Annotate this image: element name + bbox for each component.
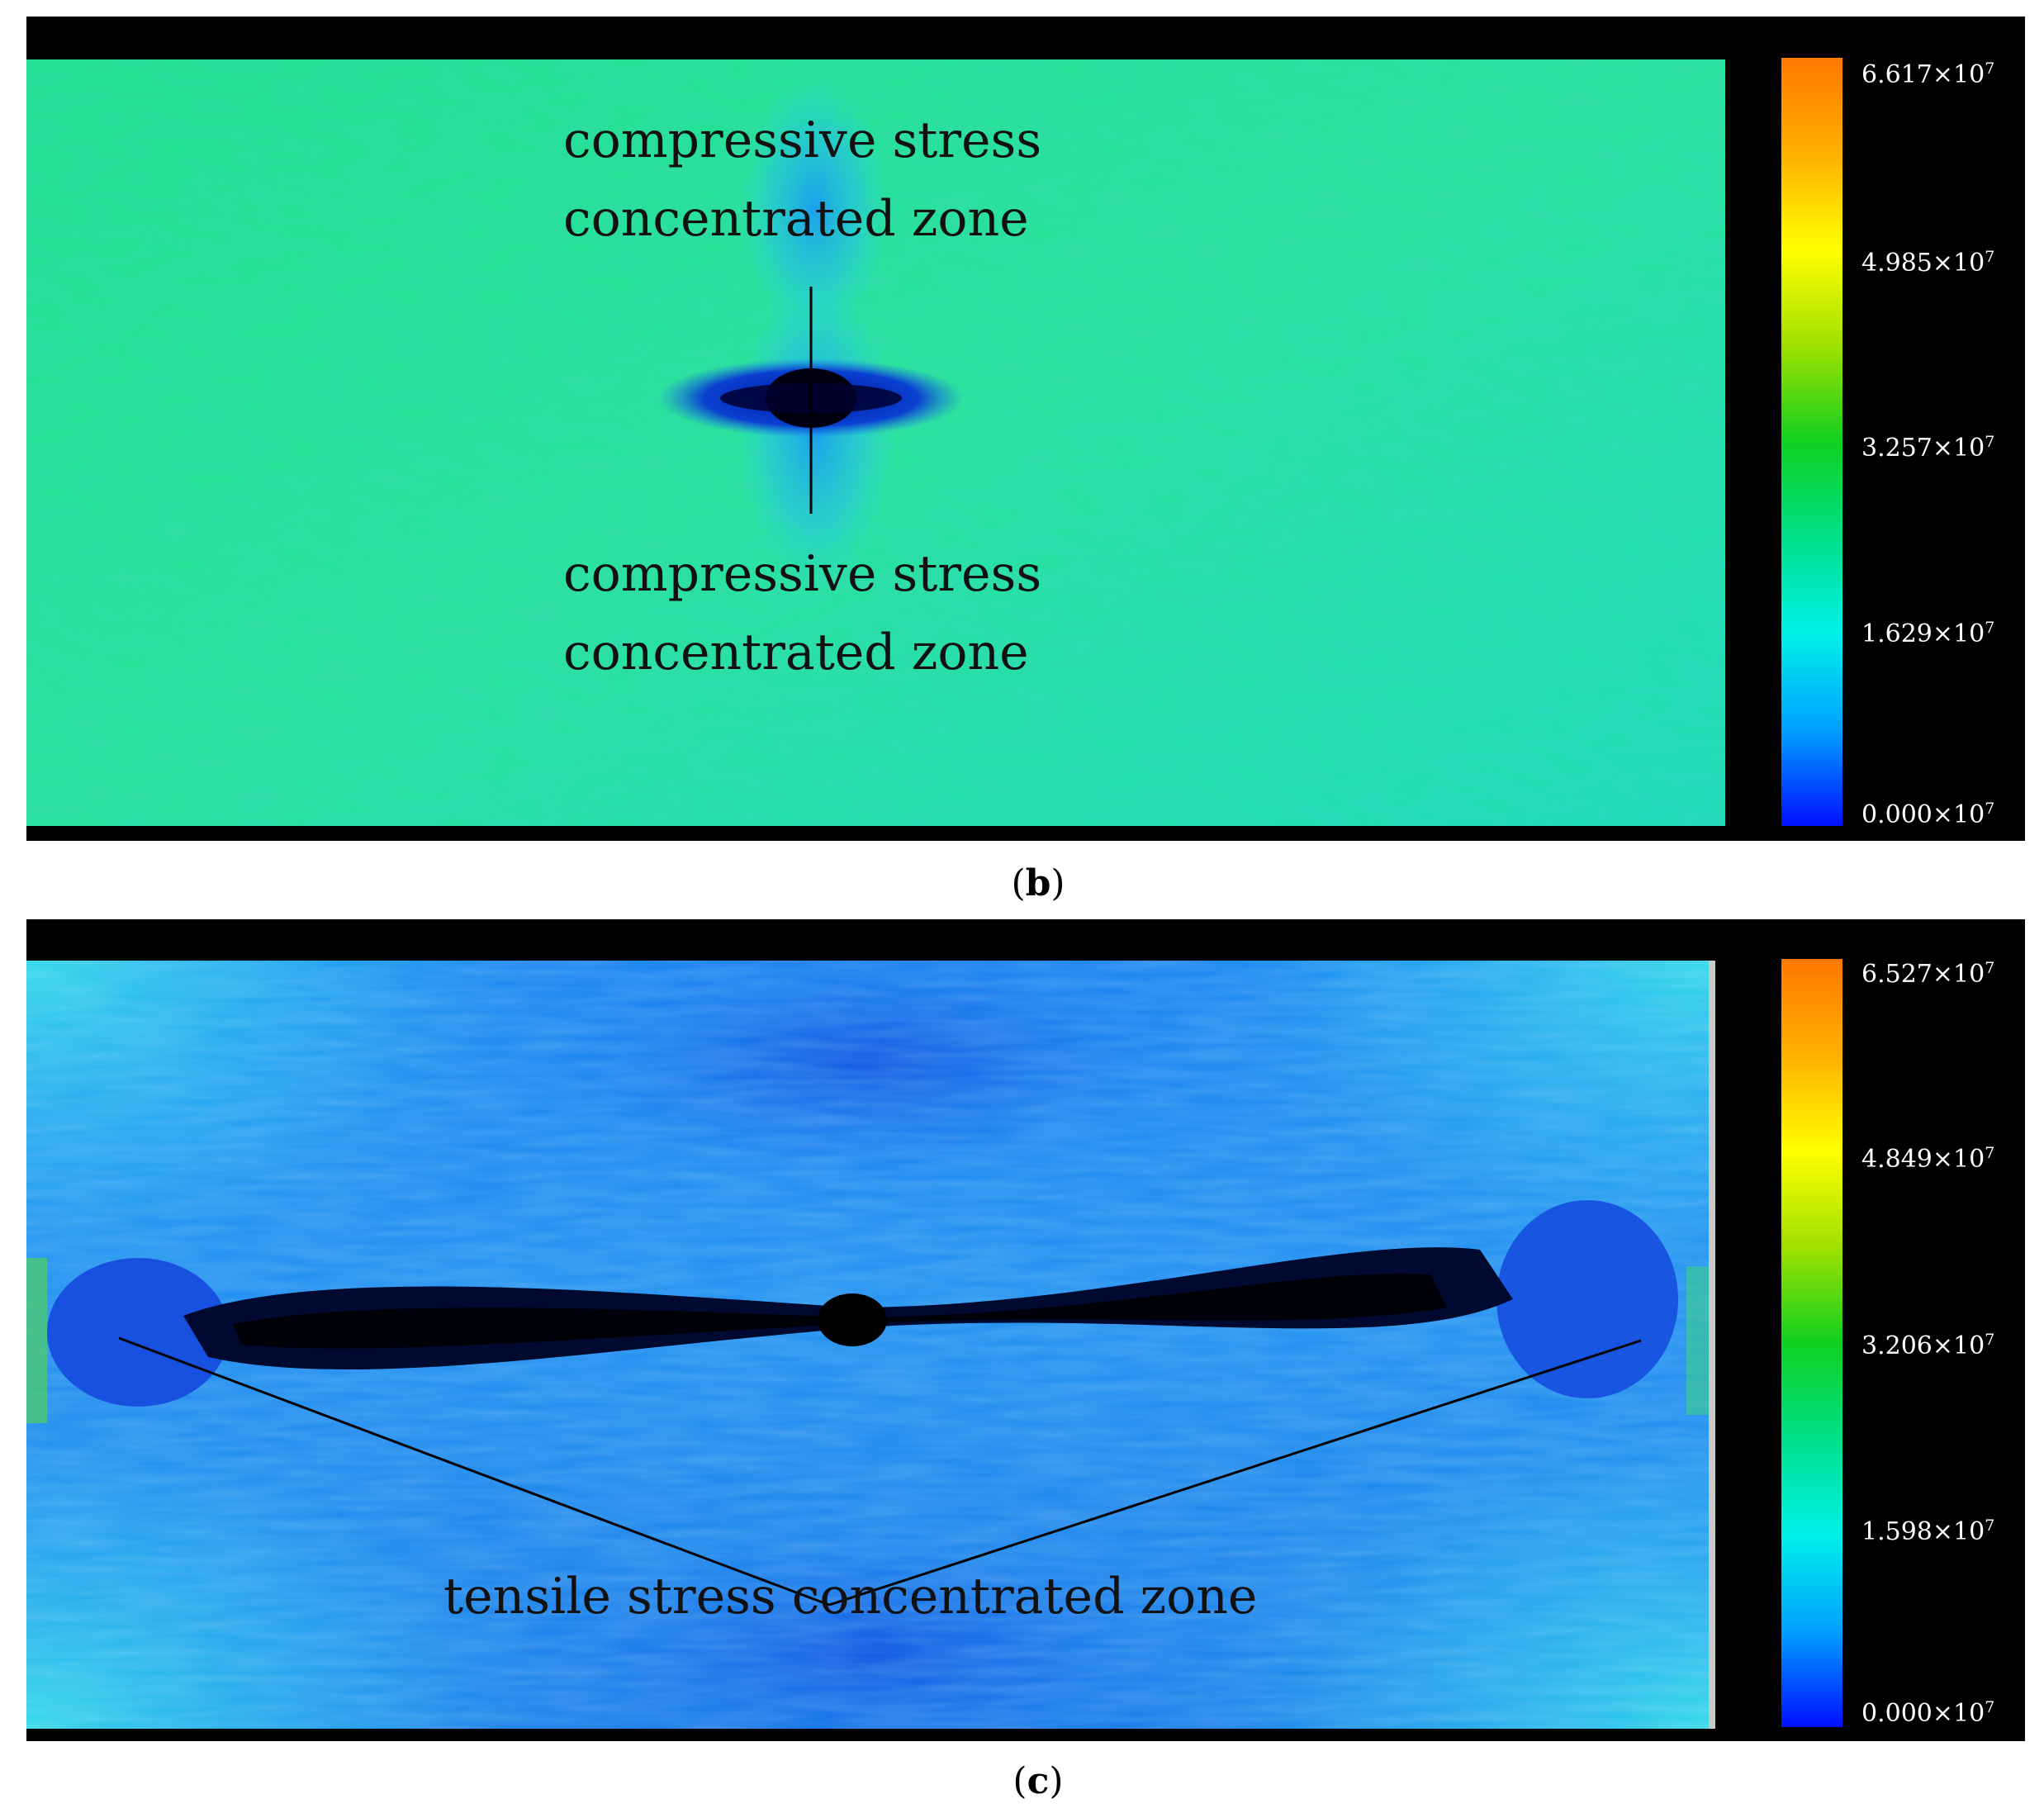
annotation-bottom-line2: concentrated zone [563, 624, 1029, 681]
panel-caption-c: (c) [1013, 1760, 1064, 1802]
annotation-bottom-line1: compressive stress [563, 545, 1042, 603]
colorbar-tick-b-3: 1.629×107 [1861, 619, 1995, 648]
colorbar-tick-b-0: 6.617×107 [1861, 59, 1995, 89]
annotation-top-line2: concentrated zone [563, 190, 1029, 248]
annotation-top-line1: compressive stress [563, 112, 1042, 169]
colorbar-tick-b-4: 0.000×107 [1861, 800, 1995, 829]
stress-contour-panel-b: compressive stress concentrated zone com… [26, 17, 2025, 841]
field-edge-c [1709, 961, 1715, 1729]
colorbar-tick-c-1: 4.849×107 [1861, 1144, 1995, 1174]
stress-field-image-b [26, 59, 1725, 826]
stress-field-image-c [26, 961, 1709, 1729]
leader-line-c-left [118, 1336, 830, 1607]
colorbar-tick-c-4: 0.000×107 [1861, 1698, 1995, 1728]
panel-caption-b: (b) [1011, 862, 1065, 904]
leader-line-c-right [828, 1339, 1642, 1607]
colorbar-c [1781, 959, 1842, 1727]
colorbar-tick-c-3: 1.598×107 [1861, 1516, 1995, 1546]
colorbar-tick-b-2: 3.257×107 [1861, 433, 1995, 463]
colorbar-tick-b-1: 4.985×107 [1861, 248, 1995, 278]
colorbar-tick-c-2: 3.206×107 [1861, 1331, 1995, 1360]
annotation-tensile: tensile stress concentrated zone [443, 1568, 1258, 1626]
colorbar-b [1781, 58, 1842, 826]
stress-field-graphic-b [26, 59, 1725, 826]
colorbar-tick-c-0: 6.527×107 [1861, 959, 1995, 989]
stress-contour-panel-c: tensile stress concentrated zone 6.527×1… [26, 919, 2025, 1741]
stress-field-graphic-c [26, 961, 1709, 1729]
